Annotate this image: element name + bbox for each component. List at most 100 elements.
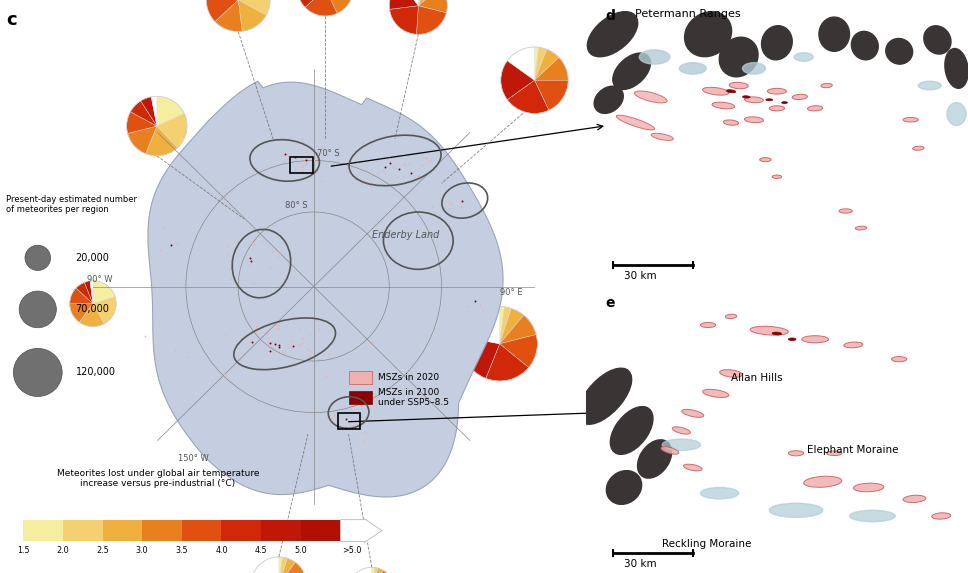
Wedge shape — [534, 57, 568, 80]
Point — [244, 238, 259, 248]
Wedge shape — [499, 315, 536, 344]
Ellipse shape — [788, 451, 803, 456]
Point — [322, 421, 338, 430]
Bar — [63, 520, 103, 541]
Point — [278, 149, 293, 158]
Point — [295, 333, 311, 342]
Ellipse shape — [772, 332, 781, 335]
Wedge shape — [401, 0, 418, 6]
Ellipse shape — [719, 370, 742, 377]
Ellipse shape — [923, 26, 951, 54]
Point — [352, 411, 368, 421]
Ellipse shape — [617, 115, 654, 130]
Point — [293, 339, 309, 348]
Point — [381, 152, 397, 161]
Text: 4.0: 4.0 — [215, 546, 227, 555]
Point — [244, 257, 259, 266]
Point — [370, 169, 385, 178]
Text: 30 km: 30 km — [624, 271, 656, 281]
Ellipse shape — [913, 146, 924, 150]
Text: 150° W: 150° W — [178, 454, 209, 463]
Bar — [182, 520, 222, 541]
Ellipse shape — [772, 175, 782, 178]
Point — [256, 322, 271, 331]
Wedge shape — [500, 61, 534, 100]
Text: c: c — [6, 11, 16, 29]
Ellipse shape — [683, 464, 702, 471]
Ellipse shape — [850, 511, 895, 521]
Point — [319, 150, 335, 159]
Text: 2.5: 2.5 — [96, 546, 108, 555]
Point — [376, 166, 391, 175]
Wedge shape — [534, 80, 568, 110]
Point — [440, 198, 456, 207]
Ellipse shape — [651, 134, 674, 140]
Point — [275, 158, 290, 167]
Wedge shape — [297, 0, 325, 7]
Ellipse shape — [886, 38, 913, 64]
Point — [294, 167, 310, 176]
Point — [364, 337, 379, 347]
Point — [290, 340, 306, 350]
Point — [403, 168, 418, 178]
Point — [244, 337, 259, 346]
Wedge shape — [418, 0, 422, 6]
Point — [323, 417, 339, 426]
Bar — [290, 157, 313, 173]
Ellipse shape — [819, 17, 850, 52]
Bar — [142, 520, 182, 541]
Ellipse shape — [742, 62, 766, 74]
Text: MSZs in 2100
under SSP5–8.5: MSZs in 2100 under SSP5–8.5 — [378, 388, 448, 407]
Point — [302, 346, 318, 355]
Wedge shape — [76, 282, 93, 304]
Point — [287, 152, 303, 162]
Ellipse shape — [726, 90, 736, 93]
Ellipse shape — [794, 53, 813, 61]
Text: d: d — [605, 9, 615, 22]
Point — [242, 261, 257, 270]
Ellipse shape — [588, 11, 638, 57]
Wedge shape — [128, 126, 157, 154]
Ellipse shape — [854, 483, 884, 492]
Point — [454, 197, 469, 206]
Point — [472, 301, 488, 310]
Point — [382, 158, 398, 167]
Point — [390, 172, 406, 182]
Ellipse shape — [638, 440, 672, 478]
Point — [272, 342, 287, 351]
Ellipse shape — [701, 488, 739, 499]
Point — [167, 345, 183, 354]
Ellipse shape — [725, 314, 737, 319]
Wedge shape — [389, 0, 418, 9]
Circle shape — [14, 348, 62, 397]
Ellipse shape — [681, 409, 704, 417]
Text: MSZs in 2020: MSZs in 2020 — [378, 373, 439, 382]
Ellipse shape — [662, 439, 701, 450]
Ellipse shape — [712, 102, 735, 109]
Wedge shape — [279, 557, 287, 573]
Text: 5.0: 5.0 — [294, 546, 307, 555]
Point — [392, 165, 408, 174]
Point — [312, 324, 327, 333]
Bar — [23, 520, 63, 541]
Text: 70,000: 70,000 — [76, 304, 109, 315]
Point — [219, 249, 234, 258]
Ellipse shape — [803, 476, 842, 487]
Point — [253, 237, 268, 246]
Bar — [222, 520, 261, 541]
Ellipse shape — [729, 83, 748, 89]
Point — [385, 163, 401, 172]
Point — [422, 156, 438, 165]
Ellipse shape — [768, 88, 786, 94]
Point — [281, 150, 296, 159]
Wedge shape — [499, 308, 524, 344]
Ellipse shape — [827, 451, 842, 456]
Ellipse shape — [807, 106, 823, 111]
Wedge shape — [238, 0, 266, 32]
Point — [314, 143, 329, 152]
Ellipse shape — [723, 120, 739, 125]
Point — [291, 324, 307, 333]
Ellipse shape — [792, 95, 807, 100]
Bar — [348, 371, 372, 384]
Point — [377, 162, 392, 171]
